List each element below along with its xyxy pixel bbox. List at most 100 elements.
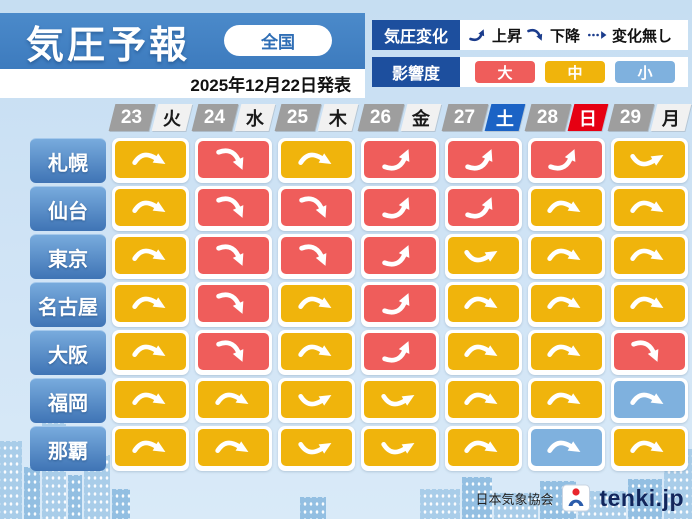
impact-large-cell xyxy=(447,189,519,226)
city-label-福岡: 福岡 xyxy=(30,378,106,423)
city-label-大阪: 大阪 xyxy=(30,330,106,375)
forecast-cell xyxy=(444,426,522,471)
pressure-change-items: 上昇 下降 変化無し xyxy=(460,20,688,50)
impact-large-cell xyxy=(364,237,436,274)
region-selector-button[interactable]: 全国 xyxy=(224,25,332,56)
forecast-cell xyxy=(527,282,605,327)
pressure-change-label: 気圧変化 xyxy=(372,20,460,50)
impact-small-cell xyxy=(613,381,685,418)
impact-small-cell xyxy=(530,429,602,466)
date-number: 23 xyxy=(108,104,156,131)
trend-down-slight-icon xyxy=(543,337,589,366)
date-number: 24 xyxy=(191,104,239,131)
impact-large-cell xyxy=(198,285,270,322)
trend-up-slight-icon xyxy=(294,433,340,462)
impact-medium-cell xyxy=(281,141,353,178)
city-label-東京: 東京 xyxy=(30,234,106,279)
arrow-nochange-icon xyxy=(584,25,610,45)
impact-medium-cell xyxy=(530,381,602,418)
forecast-cell xyxy=(527,378,605,423)
impact-medium-cell xyxy=(115,429,187,466)
impact-large-cell xyxy=(198,333,270,370)
weekday-label: 月 xyxy=(650,104,692,131)
forecast-cell xyxy=(444,378,522,423)
forecast-cell xyxy=(278,282,356,327)
forecast-cell xyxy=(112,234,190,279)
date-column-29: 29 月 xyxy=(607,104,692,131)
date-column-24: 24 水 xyxy=(191,104,276,131)
impact-medium-cell xyxy=(613,285,685,322)
forecast-cell xyxy=(112,426,190,471)
legend-item-label: 下降 xyxy=(550,27,581,45)
legend-item-label: 上昇 xyxy=(492,27,523,45)
impact-medium-cell xyxy=(447,237,519,274)
trend-up-slight-icon xyxy=(377,433,423,462)
impact-large-cell xyxy=(281,189,353,226)
forecast-cell xyxy=(361,138,439,183)
forecast-cell xyxy=(112,282,190,327)
trend-down-slight-icon xyxy=(128,289,174,318)
city-label-仙台: 仙台 xyxy=(30,186,106,231)
tenki-jp-logo-text[interactable]: tenki.jp xyxy=(599,484,684,511)
trend-down-icon xyxy=(211,289,257,318)
forecast-cell xyxy=(444,138,522,183)
trend-up-icon xyxy=(460,145,506,174)
date-column-27: 27 土 xyxy=(441,104,525,131)
impact-level-pills: 大中小 xyxy=(460,57,688,87)
forecast-cell xyxy=(361,426,439,471)
impact-medium-cell xyxy=(198,429,270,466)
announcement-bar: 2025年12月22日発表 xyxy=(0,69,365,98)
forecast-cell xyxy=(444,186,522,231)
impact-medium-cell xyxy=(613,141,685,178)
impact-medium-cell xyxy=(530,285,602,322)
impact-medium-cell xyxy=(115,285,187,322)
impact-medium-cell xyxy=(447,285,519,322)
forecast-cell xyxy=(527,186,605,231)
forecast-cell xyxy=(361,234,439,279)
impact-medium-cell xyxy=(281,333,353,370)
impact-legend: 影響度 大中小 xyxy=(372,57,688,87)
city-label-名古屋: 名古屋 xyxy=(30,282,106,327)
forecast-cell xyxy=(278,378,356,423)
impact-pill-large: 大 xyxy=(475,61,535,83)
date-column-25: 25 木 xyxy=(274,104,359,131)
date-column-23: 23 火 xyxy=(108,104,193,131)
announcement-date: 2025年12月22日発表 xyxy=(190,76,351,95)
impact-medium-cell xyxy=(115,141,187,178)
trend-up-icon xyxy=(377,193,423,222)
trend-up-icon xyxy=(377,337,423,366)
trend-down-slight-icon xyxy=(128,385,174,414)
forecast-cell xyxy=(610,138,688,183)
trend-down-slight-icon xyxy=(211,385,257,414)
date-number: 25 xyxy=(274,104,322,131)
trend-down-slight-icon xyxy=(460,385,506,414)
forecast-cell xyxy=(195,186,273,231)
impact-large-cell xyxy=(281,237,353,274)
forecast-cell xyxy=(278,330,356,375)
impact-large-cell xyxy=(447,141,519,178)
weekday-label: 水 xyxy=(234,104,276,131)
trend-up-slight-icon xyxy=(377,385,423,414)
forecast-cell xyxy=(361,186,439,231)
legend-item-arrow-down: 下降 xyxy=(526,25,580,46)
impact-medium-cell xyxy=(530,189,602,226)
trend-down-slight-icon xyxy=(543,385,589,414)
impact-large-cell xyxy=(364,189,436,226)
impact-large-cell xyxy=(613,333,685,370)
date-header-row: 23 火 24 水 25 木 26 金 27 土 28 日 29 月 xyxy=(108,104,692,131)
trend-down-slight-icon xyxy=(626,241,672,270)
forecast-cell xyxy=(361,378,439,423)
trend-down-slight-icon xyxy=(460,289,506,318)
date-number: 29 xyxy=(607,104,655,131)
impact-pill-medium: 中 xyxy=(545,61,605,83)
impact-medium-cell xyxy=(364,429,436,466)
trend-up-icon xyxy=(377,289,423,318)
date-number: 27 xyxy=(441,104,488,131)
trend-down-slight-icon xyxy=(211,433,257,462)
trend-down-slight-icon xyxy=(543,289,589,318)
legend-item-arrow-nochange: 変化無し xyxy=(584,25,672,46)
date-number: 28 xyxy=(524,104,572,131)
impact-medium-cell xyxy=(447,429,519,466)
trend-down-slight-icon xyxy=(294,289,340,318)
